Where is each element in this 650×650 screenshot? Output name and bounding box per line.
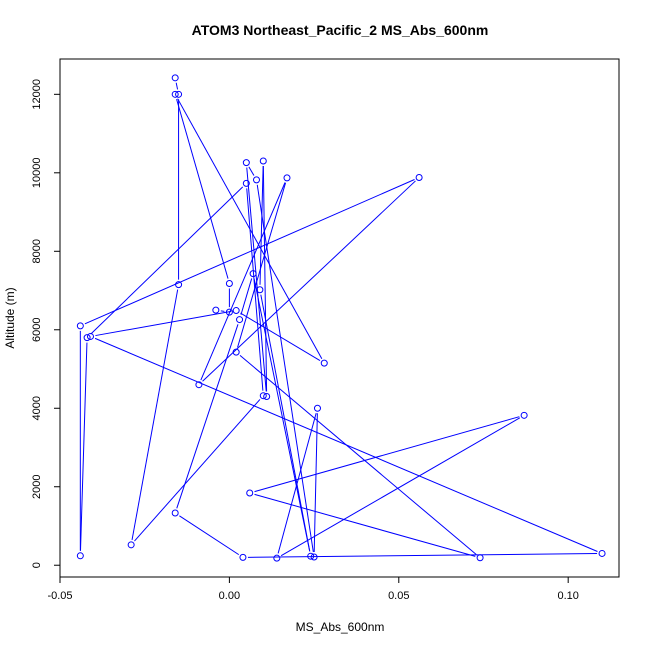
data-point: [232, 307, 240, 315]
series-segment: [262, 166, 268, 392]
data-point: [175, 281, 183, 289]
data-point: [320, 359, 328, 367]
data-point: [232, 348, 240, 356]
y-tick-label: 0: [31, 562, 43, 568]
data-point: [171, 74, 179, 82]
x-tick-label: 0.10: [557, 590, 578, 602]
series-segment: [313, 413, 318, 552]
data-point: [171, 90, 179, 98]
series-lines: [79, 82, 598, 558]
data-point: [76, 322, 84, 330]
series-segment: [260, 294, 311, 552]
data-point: [310, 553, 318, 561]
series-segment: [256, 184, 314, 553]
y-axis: 0 2000 4000 6000 8000 10000 12000: [31, 79, 60, 568]
series-segment: [248, 166, 255, 176]
data-point: [242, 159, 250, 167]
series-segment: [237, 182, 287, 348]
data-point: [273, 554, 281, 562]
data-point: [195, 381, 203, 389]
series-segment: [175, 82, 179, 90]
data-point: [242, 179, 250, 187]
series-segment: [79, 342, 88, 551]
y-tick-label: 4000: [31, 396, 43, 420]
series-segment: [84, 179, 415, 325]
data-point: [171, 509, 179, 517]
data-point: [252, 176, 260, 184]
y-tick-label: 2000: [31, 475, 43, 499]
series-segment: [131, 289, 179, 540]
data-point: [239, 553, 247, 561]
series-points: [76, 74, 606, 562]
x-axis-label: MS_Abs_600nm: [296, 620, 385, 634]
data-point: [225, 308, 233, 316]
x-tick-label: -0.05: [47, 590, 72, 602]
data-point: [307, 552, 315, 560]
data-point: [246, 489, 254, 497]
series-segment: [246, 167, 267, 392]
series-segment: [90, 186, 244, 335]
data-point: [256, 286, 264, 294]
data-point: [598, 549, 606, 557]
data-point: [415, 174, 423, 182]
series-segment: [239, 354, 477, 555]
data-point: [175, 90, 183, 98]
data-point: [263, 392, 271, 400]
series-segment: [202, 180, 416, 382]
y-tick-label: 8000: [31, 239, 43, 263]
series-segment: [240, 278, 253, 315]
data-point: [520, 411, 528, 419]
x-axis: -0.05 0.00 0.05 0.10: [47, 577, 579, 602]
x-tick-label: 0.05: [388, 590, 409, 602]
data-point: [283, 174, 291, 182]
series-segment: [176, 324, 239, 509]
y-tick-label: 6000: [31, 318, 43, 342]
series-segment: [240, 312, 321, 361]
series-segment: [280, 417, 521, 557]
data-point: [212, 306, 220, 314]
series-segment: [177, 98, 323, 359]
data-point: [259, 157, 267, 165]
series-segment: [247, 553, 598, 558]
x-tick-label: 0.00: [219, 590, 240, 602]
series-segment: [200, 182, 286, 381]
series-segment: [134, 399, 261, 542]
data-point: [76, 552, 84, 560]
y-tick-label: 10000: [31, 158, 43, 189]
data-point: [249, 270, 257, 278]
series-segment: [179, 515, 240, 556]
data-point: [259, 392, 267, 400]
data-point: [127, 541, 135, 549]
series-segment: [220, 310, 225, 312]
y-tick-label: 12000: [31, 79, 43, 110]
data-point: [476, 554, 484, 562]
plot-frame: [59, 58, 620, 578]
series-segment: [94, 337, 598, 552]
data-point: [83, 334, 91, 342]
y-axis-label: Altitude (m): [3, 287, 17, 348]
series-segment: [253, 278, 311, 552]
series-segment: [176, 98, 229, 279]
data-point: [225, 279, 233, 287]
data-point: [313, 404, 321, 412]
series-segment: [259, 166, 264, 285]
series-segment: [95, 310, 232, 337]
chart-title: ATOM3 Northeast_Pacific_2 MS_Abs_600nm: [192, 22, 489, 38]
data-point: [86, 332, 94, 340]
data-point: [236, 316, 244, 324]
